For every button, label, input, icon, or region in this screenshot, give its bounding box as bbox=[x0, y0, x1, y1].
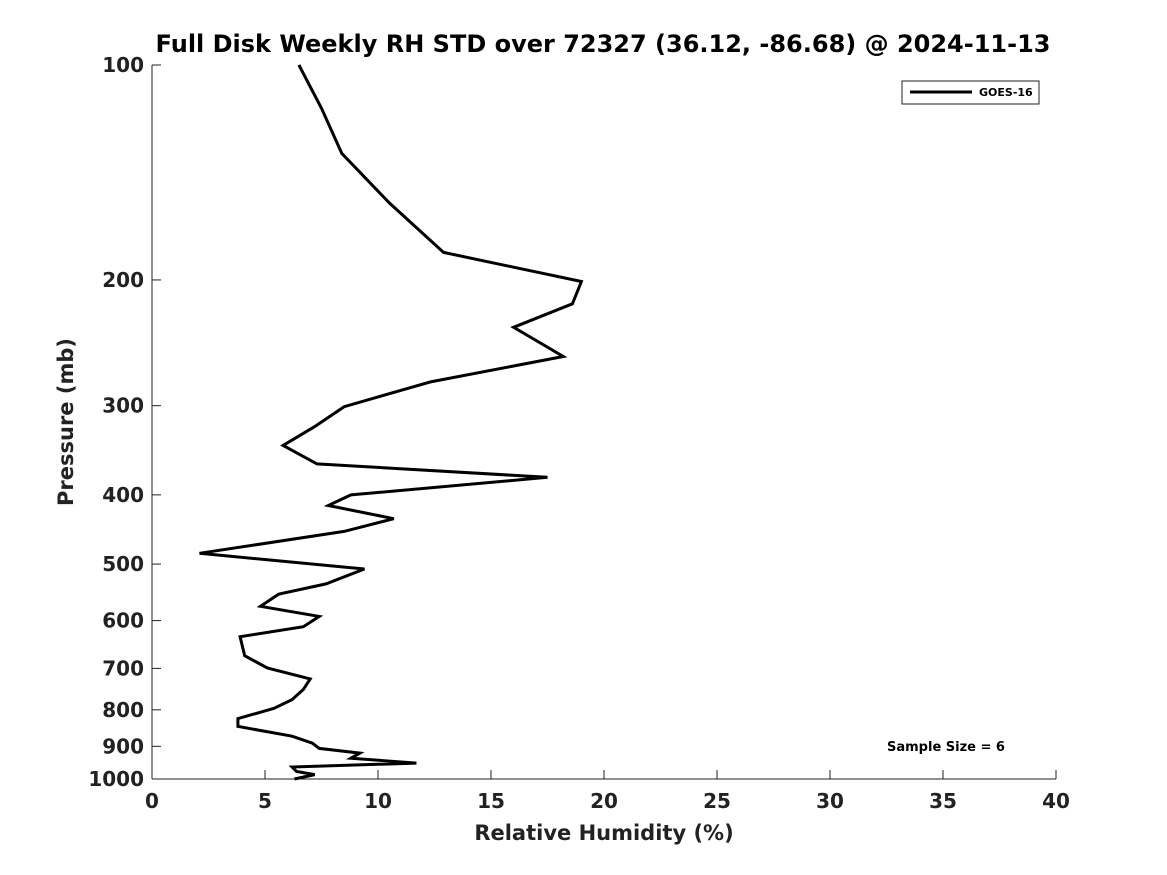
y-tick-label: 800 bbox=[102, 698, 144, 722]
y-tick-label: 900 bbox=[102, 734, 144, 758]
sample-size-annotation: Sample Size = 6 bbox=[887, 740, 1005, 755]
x-ticks: 0 5 10 15 20 25 30 35 40 bbox=[145, 770, 1070, 813]
chart-title: Full Disk Weekly RH STD over 72327 (36.1… bbox=[156, 30, 1051, 58]
x-tick-label: 35 bbox=[929, 789, 957, 813]
x-tick-label: 40 bbox=[1042, 789, 1070, 813]
y-tick-label: 400 bbox=[102, 483, 144, 507]
y-axis-label: Pressure (mb) bbox=[54, 338, 78, 506]
y-tick-label: 600 bbox=[102, 609, 144, 633]
x-tick-label: 25 bbox=[703, 789, 731, 813]
x-axis-label: Relative Humidity (%) bbox=[474, 821, 733, 845]
y-tick-label: 100 bbox=[102, 53, 144, 77]
y-ticks: 100 200 300 400 500 600 700 800 900 1000 bbox=[88, 53, 161, 791]
y-tick-label: 200 bbox=[102, 268, 144, 292]
legend-label: GOES-16 bbox=[979, 86, 1033, 99]
x-tick-label: 30 bbox=[816, 789, 844, 813]
y-tick-label: 300 bbox=[102, 394, 144, 418]
y-tick-label: 500 bbox=[102, 552, 144, 576]
legend: GOES-16 bbox=[901, 80, 1040, 105]
x-tick-label: 15 bbox=[477, 789, 505, 813]
x-tick-label: 5 bbox=[258, 789, 272, 813]
y-tick-label: 700 bbox=[102, 656, 144, 680]
x-tick-label: 10 bbox=[364, 789, 392, 813]
x-tick-label: 20 bbox=[590, 789, 618, 813]
x-tick-label: 0 bbox=[145, 789, 159, 813]
series-layer bbox=[199, 64, 584, 781]
y-tick-label: 1000 bbox=[88, 767, 144, 791]
series-line-goes-16 bbox=[199, 64, 584, 781]
